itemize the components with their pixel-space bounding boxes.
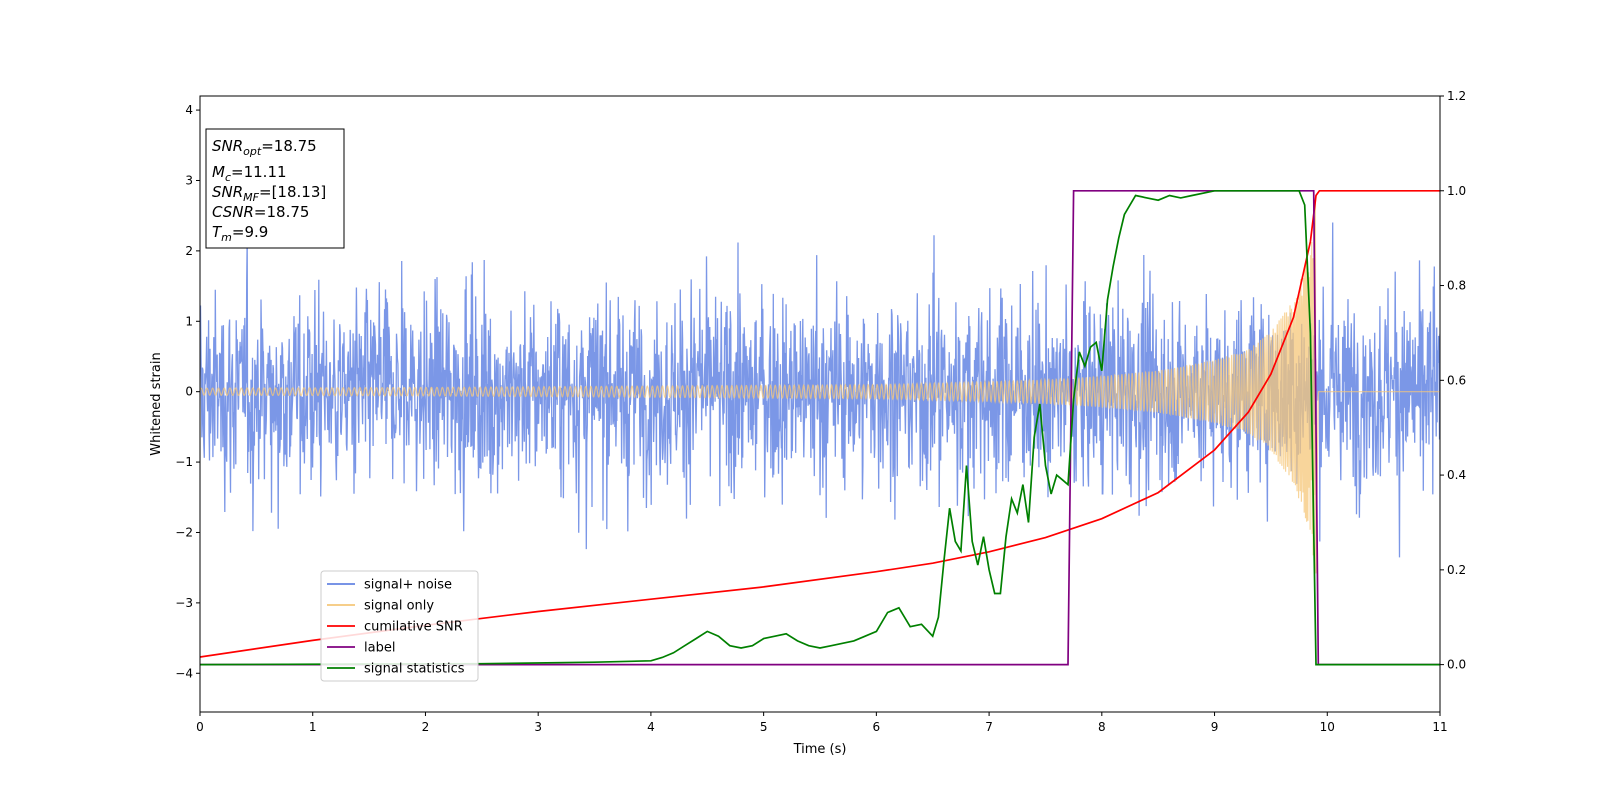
annotation-symbol: SNR (212, 183, 243, 201)
annotation-box: SNRopt=18.75Mc=11.11SNRMF=[18.13]CSNR=18… (205, 128, 345, 249)
annotation-symbol: SNR (212, 137, 243, 155)
annotation-value: =18.75 (261, 137, 317, 155)
legend-label: label (364, 641, 395, 656)
x-tick-label: 4 (647, 720, 655, 734)
x-tick-label: 2 (422, 720, 430, 734)
y-axis-label: Whitened strain (149, 352, 164, 455)
annotation-value: =[18.13] (259, 183, 326, 201)
y2-tick-label: 0.8 (1447, 279, 1466, 293)
legend: signal+ noise signal only cumilative SNR la… (320, 570, 479, 682)
x-tick-label: 3 (534, 720, 542, 734)
x-tick-label: 7 (985, 720, 993, 734)
annotation-symbol: CSNR (212, 203, 254, 221)
y-tick-label: 2 (185, 244, 193, 258)
annotation-line: Tm=9.9 (212, 223, 268, 244)
annotation-subscript: opt (243, 145, 262, 158)
legend-label: signal+ noise (364, 578, 452, 593)
y-axis-right: 0.0 0.2 0.4 0.6 0.8 1.0 1.2 (1440, 89, 1466, 672)
x-tick-label: 6 (873, 720, 881, 734)
x-tick-label: 9 (1211, 720, 1219, 734)
x-tick-label: 8 (1098, 720, 1106, 734)
y2-tick-label: 0.4 (1447, 468, 1466, 482)
y2-tick-label: 0.0 (1447, 658, 1466, 672)
series-signal-only-line (200, 200, 1440, 574)
x-tick-label: 0 (196, 720, 204, 734)
annotation-subscript: m (221, 231, 232, 244)
y-tick-label: 4 (185, 103, 193, 117)
legend-frame (320, 570, 479, 682)
x-tick-label: 5 (760, 720, 768, 734)
y2-tick-label: 1.0 (1447, 184, 1466, 198)
x-tick-label: 10 (1320, 720, 1335, 734)
annotation-line: Mc=11.11 (212, 163, 287, 184)
annotation-line: SNRopt=18.75 (212, 137, 317, 158)
y-axis-left: −4 −3 −2 −1 0 1 2 3 4 (175, 103, 200, 680)
annotation-value: =9.9 (232, 223, 268, 241)
legend-label: cumilative SNR (364, 620, 463, 635)
x-axis: 0 1 2 3 4 5 6 7 8 9 10 11 (196, 712, 1448, 734)
x-axis-label: Time (s) (793, 742, 847, 757)
y-tick-label: −3 (175, 596, 193, 610)
annotation-symbol: M (212, 163, 225, 181)
y2-tick-label: 0.6 (1447, 373, 1466, 387)
annotation-subscript: MF (243, 191, 259, 204)
series-signal-statistics-line (200, 189, 1440, 666)
y-tick-label: 3 (185, 173, 193, 187)
annotation-symbol: T (212, 223, 223, 241)
plot-frame (199, 95, 1441, 713)
y-tick-label: 0 (185, 385, 193, 399)
y-tick-label: −4 (175, 666, 193, 680)
annotation-value: =18.75 (254, 203, 310, 221)
y2-tick-label: 1.2 (1447, 89, 1466, 103)
y-tick-label: −1 (175, 455, 193, 469)
y-tick-label: −2 (175, 525, 193, 539)
annotation-line: SNRMF=[18.13] (212, 183, 326, 204)
x-tick-label: 11 (1432, 720, 1447, 734)
y-tick-label: 1 (185, 314, 193, 328)
annotation-value: =11.11 (231, 163, 287, 181)
x-tick-label: 1 (309, 720, 317, 734)
annotation-subscript: c (225, 171, 231, 184)
legend-label: signal only (364, 599, 434, 614)
legend-label: signal statistics (364, 662, 465, 677)
plot-series (200, 189, 1440, 666)
y2-tick-label: 0.2 (1447, 563, 1466, 577)
annotation-line: CSNR=18.75 (212, 203, 309, 221)
